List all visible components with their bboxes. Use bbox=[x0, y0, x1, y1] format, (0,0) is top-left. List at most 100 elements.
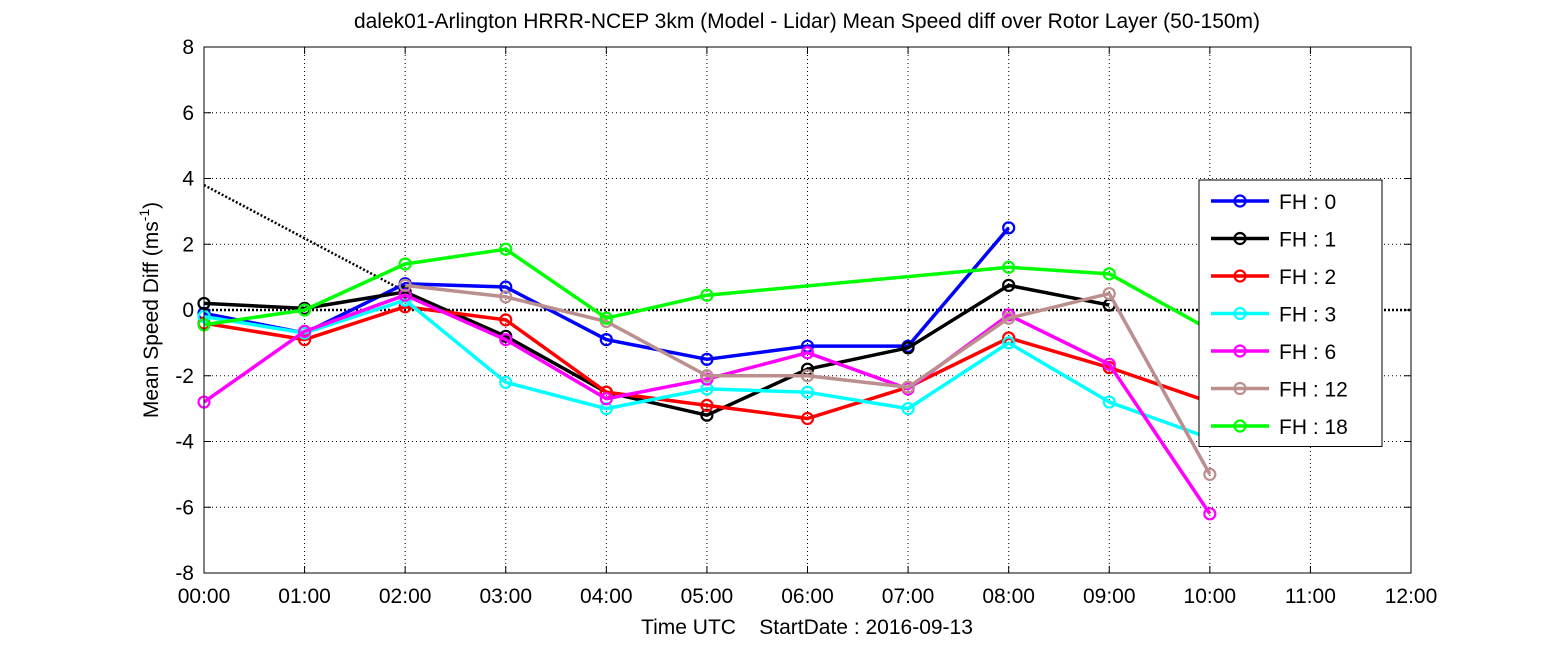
data-point bbox=[800, 369, 815, 383]
y-tick-label: -4 bbox=[175, 431, 194, 454]
data-point bbox=[599, 392, 613, 406]
legend-swatch-marker bbox=[1233, 231, 1247, 246]
data-point bbox=[700, 352, 714, 366]
x-tick-label: 12:00 bbox=[1385, 585, 1438, 608]
x-tick-label: 00:00 bbox=[178, 585, 231, 608]
y-tick-label: 0 bbox=[182, 299, 194, 322]
data-point bbox=[700, 369, 714, 383]
y-axis-label-superscript: -1 bbox=[136, 209, 152, 222]
data-point bbox=[599, 332, 613, 347]
legend-swatch-marker bbox=[1233, 306, 1247, 321]
x-tick-label: 07:00 bbox=[882, 585, 935, 608]
data-point bbox=[1002, 336, 1016, 350]
x-tick-label: 04:00 bbox=[580, 585, 633, 608]
data-point bbox=[297, 303, 312, 317]
x-tick-label: 06:00 bbox=[781, 585, 834, 608]
series-line bbox=[203, 298, 1211, 440]
legend-swatch-marker bbox=[1233, 269, 1247, 283]
data-point bbox=[1203, 467, 1217, 481]
data-point bbox=[297, 324, 312, 338]
data-point bbox=[800, 346, 815, 360]
series-line bbox=[404, 283, 1212, 476]
data-point bbox=[901, 341, 915, 355]
y-axis-label: Mean Speed Diff (ms-1) bbox=[136, 202, 163, 418]
series-line bbox=[203, 283, 1110, 417]
y-tick-label: 6 bbox=[182, 102, 194, 125]
legend-label: FH : 2 bbox=[1279, 266, 1336, 289]
data-point bbox=[499, 332, 513, 347]
series-line bbox=[202, 293, 1212, 515]
data-point bbox=[398, 278, 412, 292]
data-point bbox=[1102, 267, 1116, 281]
data-point bbox=[499, 280, 513, 294]
data-point bbox=[499, 313, 513, 327]
y-tick-label: -6 bbox=[175, 496, 194, 519]
data-point bbox=[599, 402, 613, 416]
x-tick-label: 05:00 bbox=[681, 585, 734, 608]
series-line bbox=[203, 247, 1211, 332]
data-point bbox=[398, 288, 412, 302]
y-axis-label-text: Mean Speed Diff (ms bbox=[140, 221, 163, 418]
data-point bbox=[901, 402, 915, 416]
data-point bbox=[599, 311, 613, 325]
x-tick-label: 02:00 bbox=[379, 585, 432, 608]
series-layer bbox=[197, 221, 1217, 521]
data-point bbox=[1102, 395, 1116, 409]
data-point bbox=[1102, 286, 1116, 301]
y-tick-label: -8 bbox=[175, 562, 194, 585]
legend-item: FH : 6 bbox=[1211, 341, 1336, 364]
series-line bbox=[203, 226, 1011, 362]
legend-swatch-marker bbox=[1233, 344, 1247, 358]
data-point bbox=[700, 382, 714, 396]
legend-label: FH : 12 bbox=[1279, 379, 1348, 402]
series bbox=[197, 242, 1217, 337]
data-point bbox=[800, 385, 815, 399]
data-point bbox=[1102, 357, 1116, 371]
data-point bbox=[1002, 260, 1016, 274]
data-point bbox=[700, 408, 714, 422]
legend-item: FH : 18 bbox=[1211, 416, 1348, 439]
y-tick-label: 2 bbox=[182, 233, 194, 256]
data-point bbox=[1002, 311, 1016, 325]
legend-swatch-marker bbox=[1233, 381, 1247, 396]
x-axis-label: Time UTC StartDate : 2016-09-13 bbox=[641, 616, 973, 639]
legend-label: FH : 0 bbox=[1279, 191, 1336, 214]
legend-label: FH : 3 bbox=[1279, 304, 1336, 327]
x-tick-label: 08:00 bbox=[982, 585, 1035, 608]
legend: FH : 0 FH : 1 FH : 2 FH : 3 FH : 6 FH : 12 FH … bbox=[1198, 179, 1383, 447]
legend-label: FH : 1 bbox=[1279, 229, 1336, 252]
legend-label: FH : 6 bbox=[1279, 341, 1336, 364]
data-point bbox=[700, 288, 714, 302]
legend-swatch-marker bbox=[1233, 194, 1247, 208]
data-point bbox=[1002, 221, 1016, 235]
series-line bbox=[203, 304, 1211, 421]
series bbox=[398, 278, 1217, 481]
x-tick-label: 03:00 bbox=[479, 585, 532, 608]
data-point bbox=[499, 375, 513, 389]
legend-item: FH : 12 bbox=[1211, 379, 1348, 402]
reference-line bbox=[203, 183, 416, 298]
chart-title: dalek01-Arlington HRRR-NCEP 3km (Model -… bbox=[354, 10, 1260, 33]
legend-label: FH : 18 bbox=[1279, 416, 1348, 439]
data-point bbox=[499, 242, 513, 256]
y-tick-label: -2 bbox=[175, 365, 194, 388]
x-tick-label: 10:00 bbox=[1184, 585, 1237, 608]
x-tick-label: 11:00 bbox=[1285, 585, 1336, 608]
data-point bbox=[1203, 507, 1217, 521]
legend-item: FH : 2 bbox=[1211, 266, 1336, 289]
x-tick-label: 09:00 bbox=[1083, 585, 1136, 608]
y-axis-label-end: ) bbox=[140, 202, 163, 209]
x-tick-label: 01:00 bbox=[278, 585, 331, 608]
data-point bbox=[1002, 278, 1016, 292]
legend-item: FH : 3 bbox=[1211, 304, 1336, 327]
y-tick-label: 8 bbox=[182, 36, 194, 59]
data-point bbox=[398, 257, 412, 271]
y-tick-label: 4 bbox=[182, 168, 194, 191]
legend-item: FH : 0 bbox=[1211, 191, 1336, 214]
data-point bbox=[901, 380, 915, 394]
ticks: 00:00 01:00 02:00 03:00 04:00 05:00 06:00 07:00… bbox=[175, 36, 1437, 608]
legend-item: FH : 1 bbox=[1211, 229, 1336, 252]
data-point bbox=[499, 290, 513, 304]
legend-swatch-marker bbox=[1233, 419, 1247, 433]
